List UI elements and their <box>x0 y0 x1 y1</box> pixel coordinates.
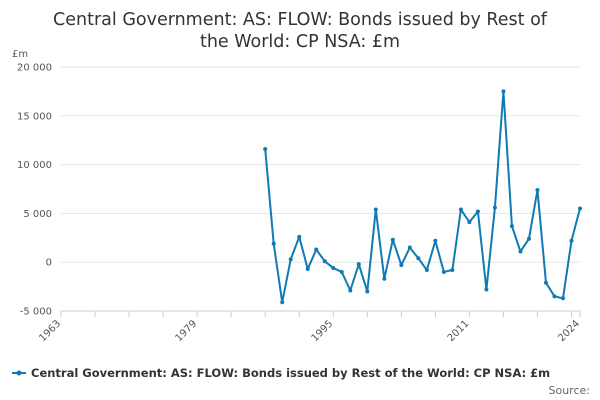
data-point[interactable] <box>441 269 446 274</box>
chart-title-line-2: the World: CP NSA: £m <box>200 32 400 52</box>
data-point[interactable] <box>424 268 429 273</box>
data-point[interactable] <box>416 256 421 261</box>
data-point[interactable] <box>263 146 268 151</box>
data-point[interactable] <box>390 237 395 242</box>
y-tick-label: -5 000 <box>20 307 52 318</box>
x-tick-label: 2024 <box>556 318 582 344</box>
data-point[interactable] <box>280 300 285 305</box>
data-point[interactable] <box>331 266 336 271</box>
data-point[interactable] <box>399 263 404 268</box>
data-point[interactable] <box>314 247 319 252</box>
series-layer <box>263 89 582 305</box>
y-tick-label: 10 000 <box>17 160 52 171</box>
data-point[interactable] <box>348 288 353 293</box>
data-point[interactable] <box>501 89 506 94</box>
data-point[interactable] <box>322 259 327 264</box>
legend[interactable]: Central Government: AS: FLOW: Bonds issu… <box>12 366 550 380</box>
data-point[interactable] <box>552 294 557 299</box>
data-point[interactable] <box>339 269 344 274</box>
data-point[interactable] <box>407 245 412 250</box>
data-point[interactable] <box>509 224 514 229</box>
y-axis-unit-label: £m <box>12 49 28 60</box>
x-tick-label: 1979 <box>173 318 199 344</box>
data-point[interactable] <box>560 296 565 301</box>
x-axis: 1963 1979 1995 2011 2024 <box>37 310 582 344</box>
y-tick-label: 0 <box>46 258 52 269</box>
data-point[interactable] <box>365 289 370 294</box>
data-point[interactable] <box>373 207 378 212</box>
data-point[interactable] <box>535 187 540 192</box>
chart-title: Central Government: AS: FLOW: Bonds issu… <box>53 10 548 52</box>
x-tick-label: 2011 <box>446 318 472 344</box>
data-point[interactable] <box>288 257 293 262</box>
data-point[interactable] <box>492 205 497 210</box>
data-point[interactable] <box>475 209 480 214</box>
data-point[interactable] <box>543 280 548 285</box>
data-point[interactable] <box>305 267 310 272</box>
legend-marker-swatch <box>16 370 22 376</box>
series-line <box>264 90 581 304</box>
data-point[interactable] <box>433 238 438 243</box>
data-point[interactable] <box>450 268 455 273</box>
data-point[interactable] <box>356 262 361 267</box>
data-point[interactable] <box>467 220 472 225</box>
data-point[interactable] <box>578 206 582 211</box>
legend-entry-label: Central Government: AS: FLOW: Bonds issu… <box>31 366 550 380</box>
data-point[interactable] <box>569 238 574 243</box>
x-tick-label: 1995 <box>310 318 336 344</box>
y-tick-label: 20 000 <box>17 63 52 74</box>
data-point[interactable] <box>458 207 463 212</box>
data-point[interactable] <box>526 236 531 241</box>
x-tick-label: 1963 <box>37 318 63 344</box>
chart-title-line-1: Central Government: AS: FLOW: Bonds issu… <box>53 10 548 30</box>
y-axis-ticks: 20 000 15 000 10 000 5 000 0 -5 000 <box>17 63 52 318</box>
data-point[interactable] <box>297 234 302 239</box>
y-tick-label: 5 000 <box>23 209 52 220</box>
y-tick-label: 15 000 <box>17 111 52 122</box>
data-point[interactable] <box>271 241 276 246</box>
data-point[interactable] <box>382 276 387 281</box>
source-label: Source: <box>549 384 591 397</box>
data-point[interactable] <box>518 249 523 254</box>
data-point[interactable] <box>484 287 489 292</box>
